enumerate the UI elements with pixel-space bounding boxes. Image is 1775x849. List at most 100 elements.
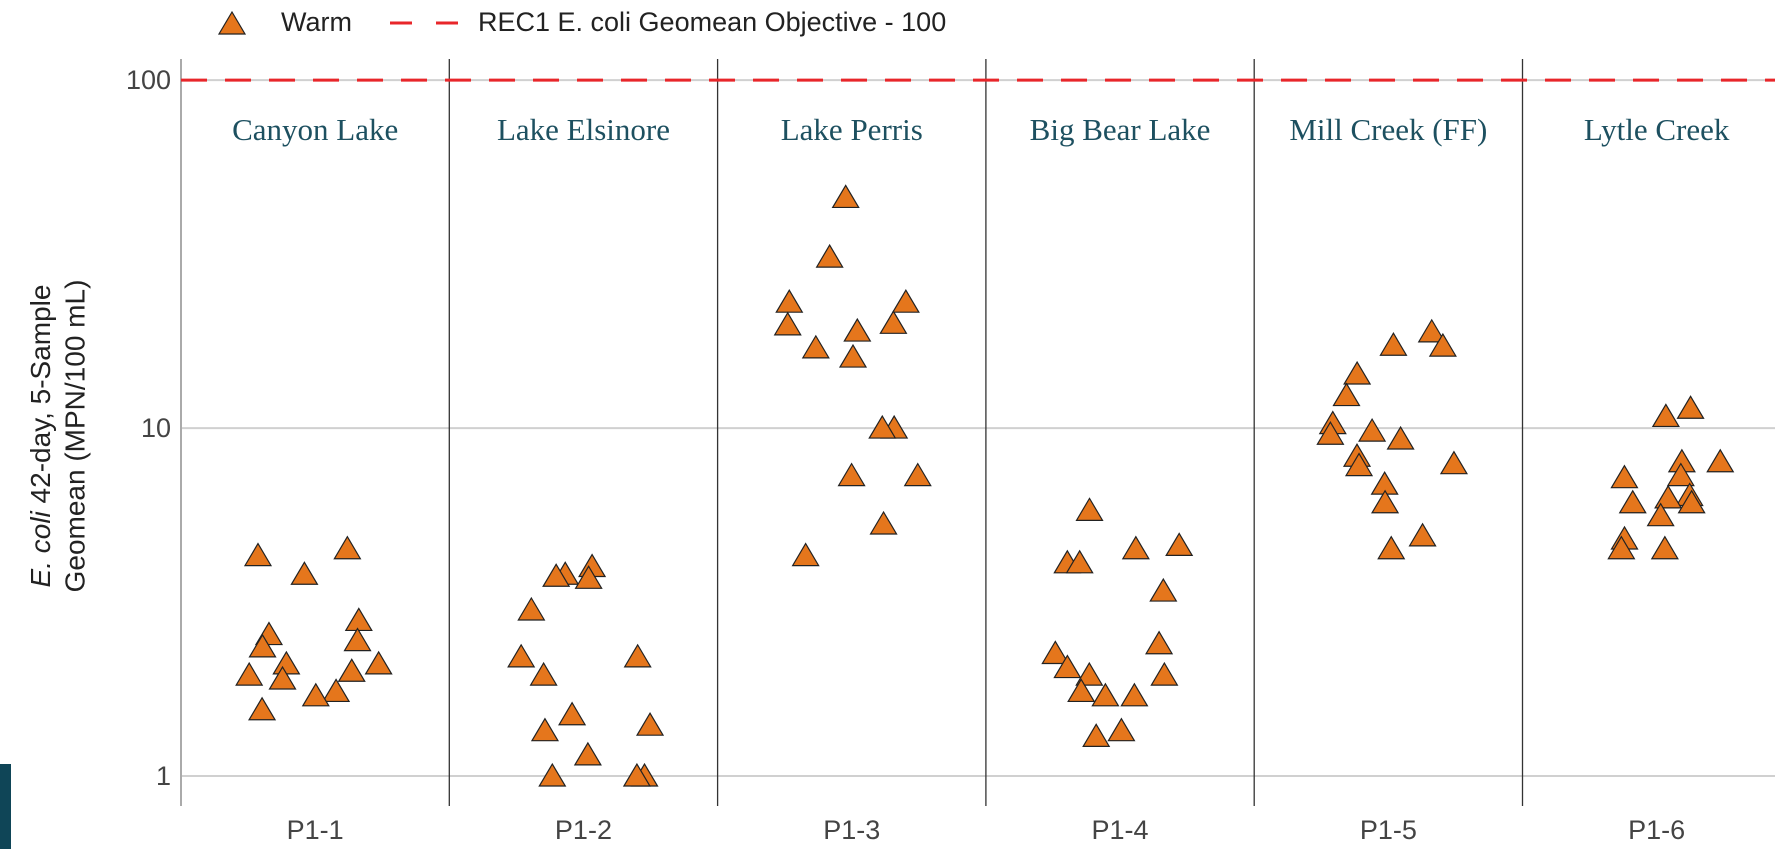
data-point xyxy=(364,650,393,675)
data-point xyxy=(837,462,866,487)
data-point xyxy=(868,414,897,439)
data-point xyxy=(1428,332,1457,357)
data-point xyxy=(573,741,602,766)
data-point xyxy=(843,317,872,342)
y-tick-label: 10 xyxy=(141,413,171,443)
data-point xyxy=(538,762,567,787)
data-point xyxy=(1676,395,1705,419)
data-point xyxy=(530,717,560,742)
data-point xyxy=(1677,489,1706,514)
y-axis-title-rest: 42-day, 5-Sample xyxy=(25,285,56,504)
data-point xyxy=(268,665,297,690)
data-point xyxy=(1120,682,1149,707)
y-axis-title: E. coli 42-day, 5-Sample xyxy=(25,285,56,588)
panel-label: Lake Perris xyxy=(781,112,923,147)
data-point xyxy=(831,184,860,209)
panel-label: Lytle Creek xyxy=(1584,112,1730,147)
data-point xyxy=(1082,723,1111,747)
data-point xyxy=(1379,332,1408,356)
legend-label: Warm xyxy=(281,7,352,37)
data-point xyxy=(243,542,273,567)
corner-accent xyxy=(0,764,11,849)
panel-label: Lake Elsinore xyxy=(497,112,670,147)
legend: Warm REC1 E. coli Geomean Objective - 10… xyxy=(217,7,946,37)
data-point xyxy=(623,643,652,668)
data-point xyxy=(815,243,844,268)
data-point xyxy=(1371,489,1400,514)
data-point xyxy=(1610,464,1639,489)
data-point xyxy=(891,289,920,313)
data-point xyxy=(272,650,301,675)
data-point xyxy=(903,462,932,487)
data-point xyxy=(838,343,868,368)
data-point xyxy=(343,627,372,652)
data-point xyxy=(635,711,665,736)
data-point xyxy=(1149,577,1178,602)
data-point xyxy=(869,510,898,535)
data-point xyxy=(1439,450,1468,475)
data-point xyxy=(1607,535,1636,560)
data-point xyxy=(344,607,373,632)
data-point xyxy=(1067,678,1096,703)
data-point xyxy=(1358,417,1387,442)
data-point xyxy=(1091,682,1120,707)
data-point xyxy=(1618,489,1647,514)
data-point xyxy=(1706,448,1735,473)
data-point xyxy=(248,696,277,721)
data-point xyxy=(1666,462,1695,487)
data-point xyxy=(1107,717,1136,742)
legend-marker xyxy=(217,10,247,35)
panel-label: Mill Creek (FF) xyxy=(1289,112,1487,147)
data-point xyxy=(1332,382,1361,407)
data-point xyxy=(1377,535,1406,560)
data-point xyxy=(1075,661,1104,686)
data-point xyxy=(301,682,330,707)
x-tick-label: P1-4 xyxy=(1092,815,1149,845)
data-point xyxy=(1316,421,1345,445)
data-point xyxy=(1165,532,1194,557)
data-point xyxy=(1344,452,1374,477)
panel-label: Canyon Lake xyxy=(232,112,398,147)
data-point xyxy=(248,633,277,658)
data-point xyxy=(337,658,366,682)
y-tick-label: 100 xyxy=(126,65,171,95)
legend-label: REC1 E. coli Geomean Objective - 100 xyxy=(478,7,946,37)
data-point xyxy=(529,661,558,686)
data-point xyxy=(1053,654,1082,679)
x-tick-label: P1-2 xyxy=(555,815,612,845)
data-point xyxy=(290,561,319,585)
data-point xyxy=(1343,360,1372,385)
data-point xyxy=(1654,484,1683,509)
data-point xyxy=(791,542,820,567)
x-tick-label: P1-6 xyxy=(1628,815,1685,845)
data-point xyxy=(1145,630,1174,655)
data-point xyxy=(1386,425,1415,450)
data-point xyxy=(1417,318,1446,343)
data-point xyxy=(1150,661,1179,686)
data-point xyxy=(775,289,804,313)
data-point xyxy=(1041,640,1070,665)
y-axis-title: Geomean (MPN/100 mL) xyxy=(59,280,90,593)
x-tick-label: P1-3 xyxy=(823,815,880,845)
data-point xyxy=(558,701,587,726)
data-point xyxy=(507,643,536,668)
data-point xyxy=(773,311,802,336)
data-point xyxy=(1651,403,1680,428)
data-point xyxy=(879,310,908,334)
data-point xyxy=(801,334,830,359)
data-point xyxy=(1075,497,1104,521)
x-tick-label: P1-1 xyxy=(287,815,344,845)
data-point xyxy=(322,678,351,703)
data-point xyxy=(333,535,362,560)
data-point xyxy=(1650,535,1679,560)
y-tick-label: 1 xyxy=(156,761,171,791)
data-point xyxy=(542,563,571,587)
data-point xyxy=(517,596,546,621)
y-axis-title-italic: E. coli xyxy=(25,510,56,587)
data-point xyxy=(1065,549,1094,574)
data-point xyxy=(574,565,603,589)
data-point xyxy=(235,661,264,686)
data-point xyxy=(1121,535,1150,560)
data-point xyxy=(622,762,651,787)
